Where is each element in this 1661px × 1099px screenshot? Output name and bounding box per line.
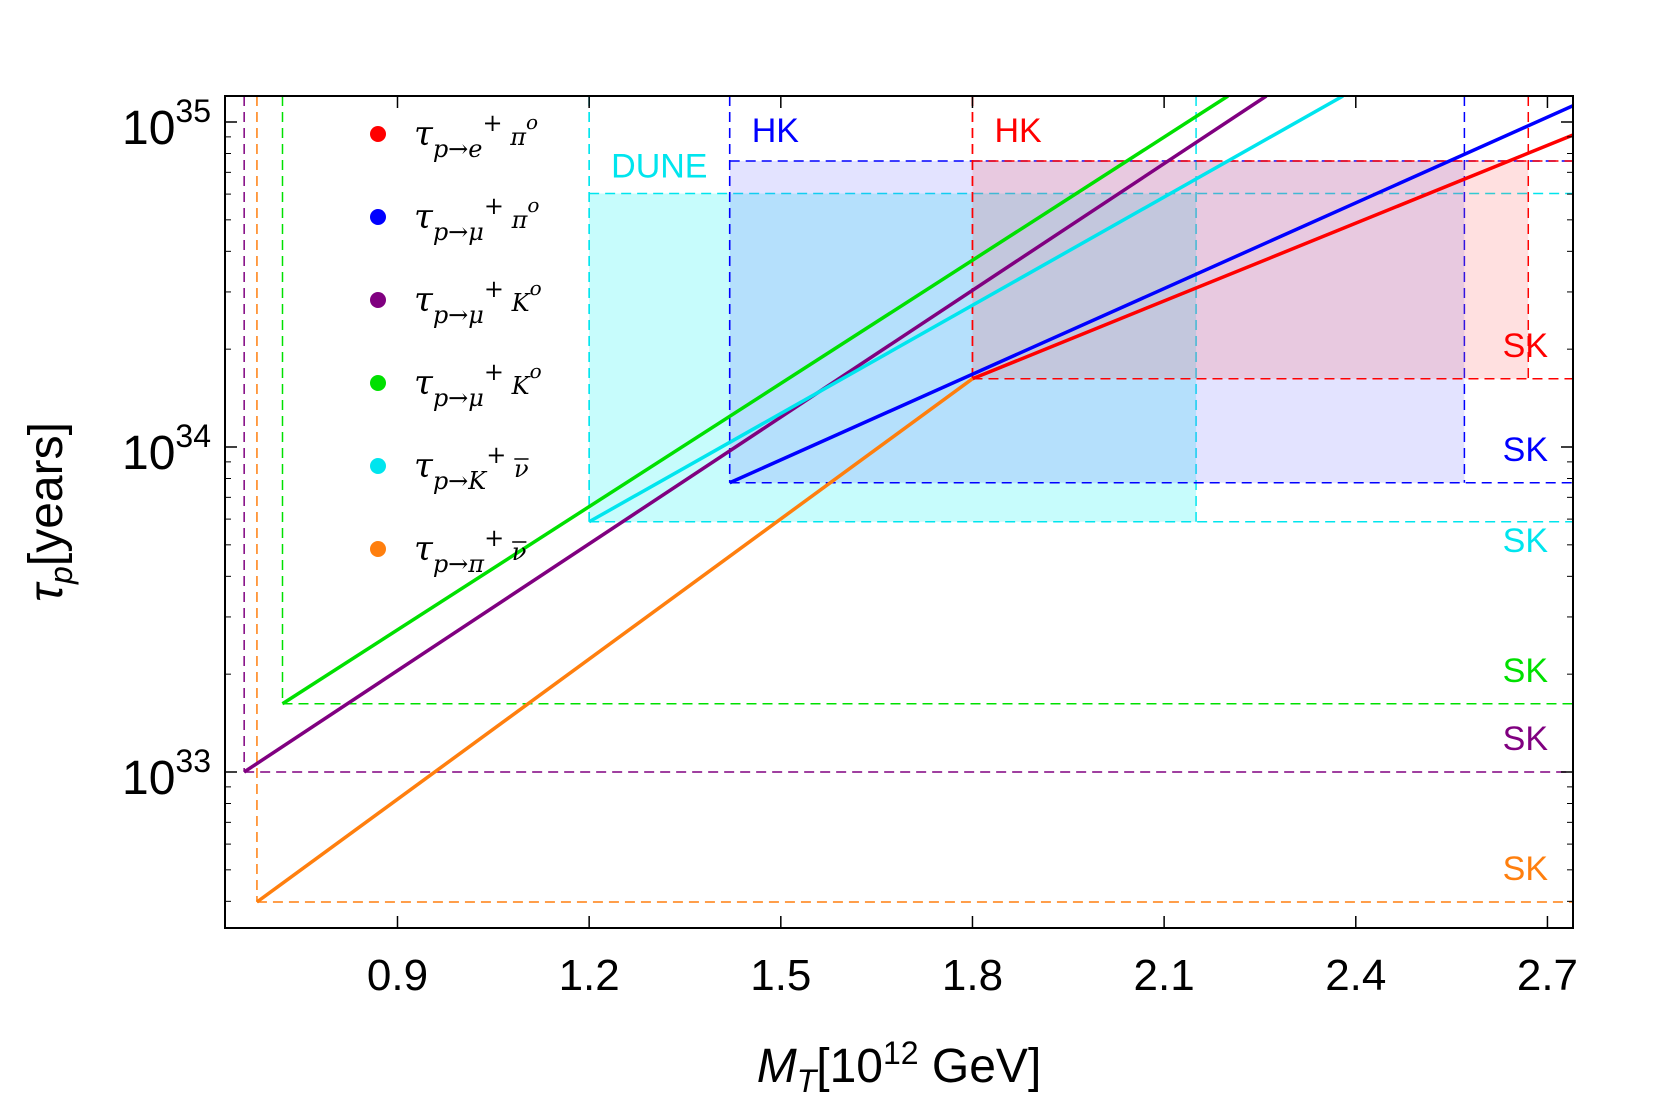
y-axis-title: τp[years]: [20, 422, 79, 602]
legend-marker-0: [370, 126, 386, 142]
legend-marker-3: [370, 375, 386, 391]
x-tick-label-6: 2.7: [1517, 951, 1578, 1000]
legend-marker-4: [370, 458, 386, 474]
x-tick-label-4: 2.1: [1134, 951, 1195, 1000]
series-line-3: [281, 96, 1229, 706]
y-tick-label-0: 1033: [122, 743, 211, 805]
axis-ticks: 0.9 1.2 1.5 1.8 2.1 2.4 2.7 1033 1034 1035: [122, 93, 1578, 1000]
sk-label-1: SK: [1503, 431, 1549, 469]
x-tick-label-1: 1.2: [559, 951, 620, 1000]
region-label-dune: DUNE: [611, 148, 707, 186]
sk-label-2: SK: [1503, 522, 1549, 560]
region-label-hk: HK: [752, 112, 800, 150]
legend-marker-5: [370, 541, 386, 557]
series-lines: [243, 96, 1573, 904]
y-tick-label-1: 1034: [122, 418, 211, 480]
plot-frame: [224, 95, 1574, 929]
legend-entry-1: τp→μ+ πo: [414, 192, 539, 246]
series-line-0: [971, 133, 1573, 381]
series-line-5: [255, 377, 974, 904]
x-tick-label-0: 0.9: [367, 951, 428, 1000]
legend-marker-2: [370, 292, 386, 308]
x-tick-label-3: 1.8: [942, 951, 1003, 1000]
legend-marker-1: [370, 209, 386, 225]
sk-label-4: SK: [1503, 720, 1549, 758]
legend-entry-4: τp→K+ ν: [414, 441, 529, 495]
sk-label-0: SK: [1503, 327, 1549, 365]
annotation-labels: DUNE HK HK SK SK SK SK SK SK: [611, 112, 1548, 888]
series-line-1: [728, 104, 1573, 485]
x-tick-label-5: 2.4: [1325, 951, 1386, 1000]
legend-entry-3: τp→μ+ Ko: [414, 358, 542, 412]
region-label-hk: HK: [994, 112, 1042, 150]
x-axis-title: MT[1012 GeV]: [757, 1035, 1042, 1099]
series-line-4: [588, 96, 1344, 524]
legend-entry-2: τp→μ+ Ko: [414, 275, 542, 329]
legend-entry-5: τp→π+ ν: [414, 524, 526, 578]
region-fill-dune-0: [589, 193, 1197, 522]
y-tick-label-2: 1035: [122, 93, 211, 155]
legend-entry-0: τp→e+ πo: [414, 109, 538, 163]
sk-label-3: SK: [1503, 652, 1549, 690]
legend: τp→e+ πo τp→μ+ πo τp→μ+ Ko τp→μ+ Ko τp→K+ ν τ…: [370, 109, 542, 578]
experiment-regions: [588, 96, 1573, 522]
x-tick-label-2: 1.5: [750, 951, 811, 1000]
series-line-2: [243, 96, 1268, 774]
sk-label-5: SK: [1503, 850, 1549, 888]
